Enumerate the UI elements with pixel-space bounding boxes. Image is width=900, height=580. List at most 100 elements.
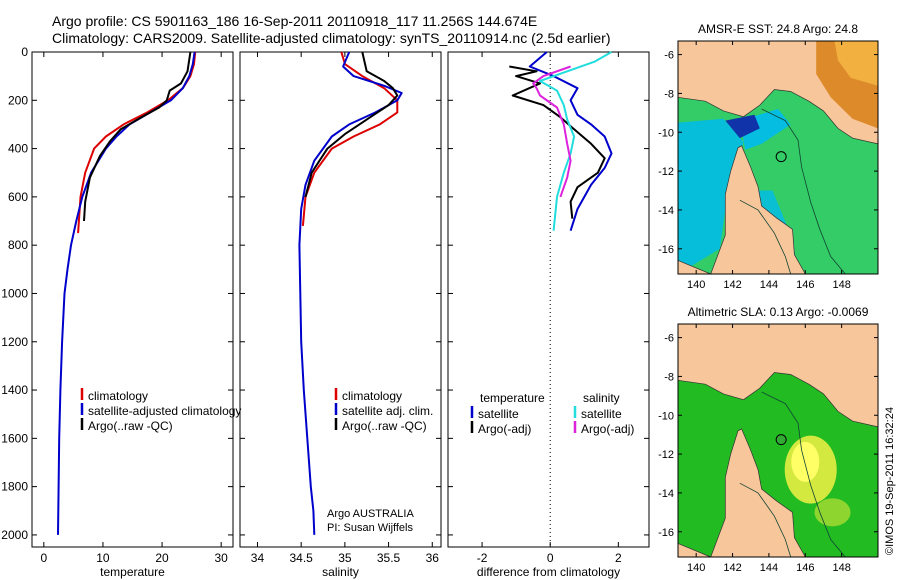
legend-entry: Argo(..raw -QC) bbox=[88, 419, 173, 433]
y-tick-label: 1400 bbox=[1, 383, 28, 397]
legend-entry: satellite bbox=[478, 407, 519, 421]
annotation-text: Argo AUSTRALIA bbox=[327, 508, 414, 520]
legend-entry: climatology bbox=[342, 389, 402, 403]
map-frame bbox=[677, 323, 879, 558]
legend-entry: satellite bbox=[581, 407, 622, 421]
x-tick-label: 146 bbox=[796, 279, 814, 291]
y-tick-label: -16 bbox=[658, 527, 674, 539]
coastline bbox=[677, 428, 806, 558]
warm-land-peak bbox=[834, 41, 878, 86]
x-tick-label: 34.5 bbox=[289, 551, 313, 565]
legend-entry: satellite-adjusted climatology bbox=[88, 404, 241, 418]
x-tick-label: 148 bbox=[832, 279, 850, 291]
x-tick-label: 10 bbox=[96, 551, 110, 565]
isobath-contour bbox=[761, 108, 846, 275]
x-axis-label: difference from climatology bbox=[477, 565, 620, 579]
plot-frame bbox=[239, 51, 442, 548]
y-tick-label: 1200 bbox=[1, 335, 28, 349]
y-tick-label: 800 bbox=[8, 238, 28, 252]
legend-entry: Argo(-adj) bbox=[581, 422, 634, 436]
sla-map-panel: Altimetric SLA: 0.13 Argo: -0.0069 140 142… bbox=[658, 305, 879, 574]
y-tick-label: -10 bbox=[658, 410, 674, 422]
y-tick-label: -6 bbox=[664, 50, 674, 62]
cool-water-patch bbox=[678, 118, 744, 274]
header-line-2: Climatology: CARS2009. Satellite-adjuste… bbox=[52, 30, 610, 46]
plots-layer: 0 10 20 30020040060080010001200140016001800… bbox=[1, 22, 879, 579]
y-tick-label: 1800 bbox=[1, 480, 28, 494]
coastline bbox=[677, 324, 879, 428]
y-tick-label: 2000 bbox=[1, 528, 28, 542]
land-cape-york bbox=[678, 428, 806, 557]
plot-frame bbox=[31, 51, 234, 548]
x-tick-label: 140 bbox=[687, 279, 705, 291]
y-tick-label: 0 bbox=[21, 45, 28, 59]
land-new-guinea bbox=[678, 324, 878, 427]
header-line-1: Argo profile: CS 5901163_186 16-Sep-2011… bbox=[52, 13, 537, 29]
series-line-salinity-argo-adj- bbox=[532, 65, 572, 198]
legend-group-header: salinity bbox=[583, 391, 620, 405]
y-tick-label: 600 bbox=[8, 190, 28, 204]
argo-location-marker bbox=[775, 434, 787, 446]
y-tick-label: 200 bbox=[8, 93, 28, 107]
footer-stamp: ©IMOS 19-Sep-2011 16:32:24 bbox=[884, 407, 896, 555]
y-tick-label: 400 bbox=[8, 142, 28, 156]
land-cape-york bbox=[678, 145, 806, 274]
x-tick-label: 35.5 bbox=[377, 551, 401, 565]
x-tick-label: 36 bbox=[426, 551, 440, 565]
annotation-text: PI: Susan Wijffels bbox=[327, 522, 413, 534]
x-tick-label: 146 bbox=[796, 562, 814, 574]
legend-entry: satellite adj. clim. bbox=[342, 404, 433, 418]
x-tick-label: 0 bbox=[40, 551, 47, 565]
legend-group-header: temperature bbox=[480, 391, 545, 405]
isobath-contour bbox=[739, 482, 792, 558]
y-tick-label: -6 bbox=[664, 333, 674, 345]
map-title: AMSR-E SST: 24.8 Argo: 24.8 bbox=[698, 22, 858, 36]
x-tick-label: 144 bbox=[760, 562, 778, 574]
y-tick-label: -16 bbox=[658, 244, 674, 256]
profile-panel-1: 0 10 20 30 0 200 400 600 800 1000 1200 1400 1600 1800… bbox=[1, 45, 241, 579]
coastline bbox=[677, 41, 879, 145]
x-tick-label: 0 bbox=[547, 551, 554, 565]
plot-frame bbox=[447, 51, 650, 548]
coastline bbox=[677, 145, 806, 275]
x-tick-label: -2 bbox=[477, 551, 488, 565]
y-tick-label: 1000 bbox=[1, 286, 28, 300]
x-tick-label: 30 bbox=[214, 551, 228, 565]
y-tick-label: 1600 bbox=[1, 431, 28, 445]
legend-entry: climatology bbox=[88, 389, 148, 403]
x-tick-label: 142 bbox=[723, 279, 741, 291]
series-line-temperature-argo-adj- bbox=[509, 65, 606, 219]
series-line-salinity-satellite bbox=[539, 51, 612, 231]
series-line-climatology bbox=[301, 51, 399, 226]
series-line-satellite-adjusted-climatology bbox=[57, 51, 196, 535]
x-tick-label: 148 bbox=[832, 562, 850, 574]
x-tick-label: 142 bbox=[723, 562, 741, 574]
sst-map-panel: AMSR-E SST: 24.8 Argo: 24.8 140 142 144 146 1… bbox=[658, 22, 879, 291]
legend-entry: Argo(..raw -QC) bbox=[342, 419, 427, 433]
profile-panel-2: 34 34.5 35 35.5 36 salinity climatologysatelli… bbox=[239, 51, 442, 579]
x-tick-label: 34 bbox=[251, 551, 265, 565]
series-line-satellite-adj-clim- bbox=[298, 51, 403, 535]
sla-anomaly-patch bbox=[814, 498, 851, 527]
x-tick-label: 20 bbox=[155, 551, 169, 565]
y-tick-label: -14 bbox=[658, 488, 674, 500]
argo-location-marker bbox=[775, 151, 787, 163]
x-tick-label: 144 bbox=[760, 279, 778, 291]
y-tick-label: -10 bbox=[658, 127, 674, 139]
y-tick-label: -8 bbox=[664, 88, 674, 100]
y-tick-label: -12 bbox=[658, 166, 674, 178]
map-title: Altimetric SLA: 0.13 Argo: -0.0069 bbox=[688, 305, 869, 319]
y-tick-label: -12 bbox=[658, 449, 674, 461]
isobath-contour bbox=[761, 391, 846, 558]
cold-water-patch bbox=[725, 114, 760, 139]
map-frame bbox=[677, 40, 879, 275]
legend-entry: Argo(-adj) bbox=[478, 422, 531, 436]
x-axis-label: salinity bbox=[322, 565, 359, 579]
y-tick-label: -8 bbox=[664, 371, 674, 383]
isobath-contour bbox=[739, 199, 792, 275]
